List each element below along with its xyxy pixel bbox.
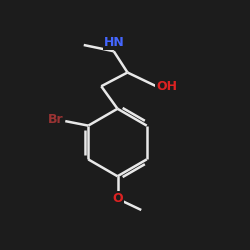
Text: Br: Br	[48, 113, 64, 126]
Text: OH: OH	[156, 80, 177, 93]
Text: O: O	[112, 192, 123, 205]
Text: HN: HN	[104, 36, 124, 49]
